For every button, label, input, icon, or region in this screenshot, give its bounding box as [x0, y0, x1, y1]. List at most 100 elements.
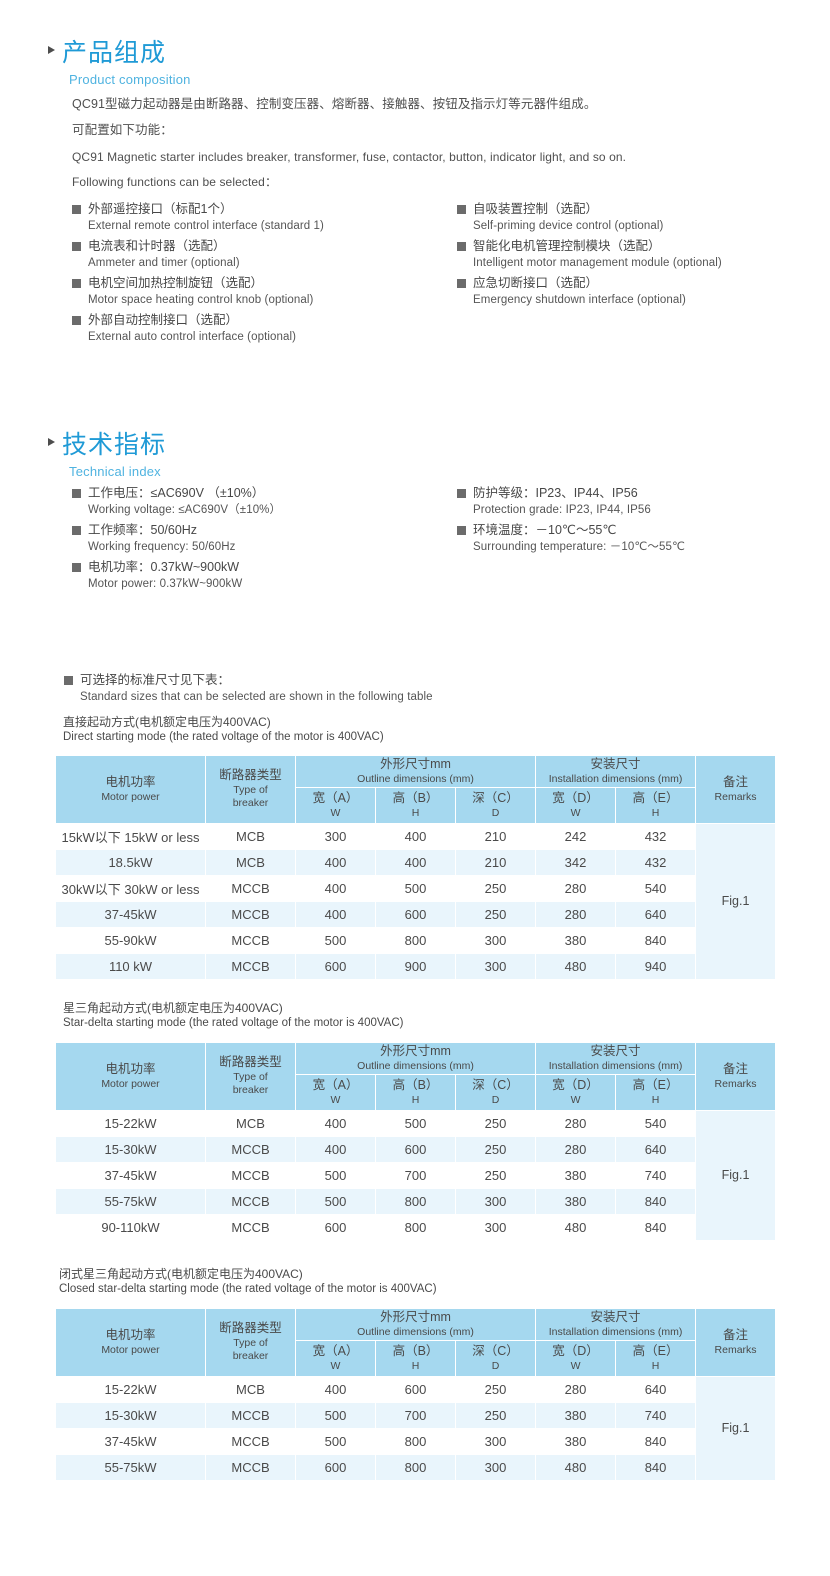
cell-remark: Fig.1: [695, 1109, 777, 1241]
table-intro-cn: 可选择的标准尺寸见下表：: [80, 673, 231, 687]
table-star-delta-starting-mode: 电机功率 Motor power 断路器类型 Type of breaker 外…: [55, 1042, 777, 1241]
feature-label-cn: 应急切断接口（选配）: [473, 276, 599, 291]
cell-b: 800: [375, 1187, 456, 1215]
cell-a: 400: [295, 900, 376, 928]
cell-breaker: MCCB: [205, 1401, 296, 1429]
cell-d: 242: [535, 822, 617, 850]
table-caption-cn: 星三角起动方式(电机额定电压为400VAC): [63, 1001, 283, 1015]
cell-b: 800: [375, 1213, 456, 1241]
cell-d: 280: [535, 1109, 617, 1137]
cell-b: 900: [375, 952, 456, 980]
feature-label-cn: 外部遥控接口（标配1个）: [88, 202, 233, 216]
square-bullet-icon: [457, 205, 466, 214]
th-depth-c: 深（C） D: [454, 786, 537, 824]
list-item: 智能化电机管理控制模块（选配） Intelligent motor manage…: [457, 238, 830, 272]
table-row: 15-30kW MCCB 400 600 250 280 640: [55, 1135, 776, 1163]
feature-column-right: 自吸装置控制（选配） Self-priming device control (…: [457, 201, 830, 350]
square-bullet-icon: [64, 676, 73, 685]
tech-label-en: Protection grade: IP23, IP44, IP56: [473, 503, 651, 516]
th-height-e: 高（E） H: [615, 786, 697, 824]
list-item: 外部遥控接口（标配1个） External remote control int…: [72, 201, 457, 235]
square-bullet-icon: [72, 316, 81, 326]
cell-d: 380: [535, 926, 617, 954]
cell-a: 400: [295, 874, 376, 902]
th-outline-dimensions: 外形尺寸mm Outline dimensions (mm): [294, 1042, 537, 1075]
cell-b: 500: [375, 1109, 456, 1137]
cell-d: 280: [535, 874, 617, 902]
product-feature-list: 外部遥控接口（标配1个） External remote control int…: [72, 201, 830, 350]
cell-a: 500: [295, 1187, 376, 1215]
tech-label-cn: 防护等级：IP23、IP44、IP56: [473, 486, 638, 500]
cell-e: 840: [615, 1427, 697, 1455]
section-product-composition-heading: 产品组成 Product composition: [48, 39, 191, 87]
square-bullet-icon: [72, 489, 81, 498]
square-bullet-icon: [72, 205, 81, 214]
th-remarks: 备注 Remarks: [695, 1042, 777, 1111]
cell-d: 380: [535, 1187, 617, 1215]
cell-e: 640: [615, 900, 697, 928]
cell-d: 380: [535, 1427, 617, 1455]
list-item: 自吸装置控制（选配） Self-priming device control (…: [457, 201, 830, 235]
table-caption-en: Closed star-delta starting mode (the rat…: [59, 1283, 437, 1296]
feature-label-cn: 智能化电机管理控制模块（选配）: [473, 239, 661, 254]
cell-breaker: MCCB: [205, 1161, 296, 1189]
cell-b: 800: [375, 926, 456, 954]
cell-a: 500: [295, 1427, 376, 1455]
cell-e: 432: [615, 822, 697, 850]
th-height-b: 高（B） H: [375, 1339, 456, 1377]
cell-breaker: MCCB: [205, 926, 296, 954]
cell-power: 30kW以下 30kW or less: [55, 874, 206, 902]
triangle-bullet-icon: [48, 46, 55, 54]
th-breaker-type: 断路器类型 Type of breaker: [205, 755, 296, 824]
cell-breaker: MCCB: [205, 1135, 296, 1163]
tech-label-cn: 环境温度：－10℃～55℃: [473, 523, 617, 538]
cell-power: 15-30kW: [55, 1401, 206, 1429]
square-bullet-icon: [457, 526, 466, 536]
cell-breaker: MCCB: [205, 874, 296, 902]
square-bullet-icon: [457, 489, 466, 498]
cell-d: 380: [535, 1161, 617, 1189]
cell-c: 300: [454, 926, 537, 954]
paragraph-cn-1: QC91型磁力起动器是由断路器、控制变压器、熔断器、接触器、按钮及指示灯等元器件…: [72, 97, 597, 111]
th-depth-c: 深（C） D: [454, 1339, 537, 1377]
tech-column-right: 防护等级：IP23、IP44、IP56 Protection grade: IP…: [457, 485, 830, 596]
section-title-en: Technical index: [69, 463, 161, 479]
th-depth-c: 深（C） D: [454, 1073, 537, 1111]
square-bullet-icon: [72, 279, 81, 289]
cell-power: 55-90kW: [55, 926, 206, 954]
th-height-e: 高（E） H: [615, 1339, 697, 1377]
cell-d: 342: [535, 848, 617, 876]
cell-b: 600: [375, 900, 456, 928]
section-technical-index-heading: 技术指标 Technical index: [48, 431, 166, 479]
cell-breaker: MCCB: [205, 1187, 296, 1215]
th-width-a: 宽（A） W: [295, 1339, 376, 1377]
list-item: 电机空间加热控制旋钮（选配） Motor space heating contr…: [72, 275, 457, 309]
tech-label-cn: 工作频率：50/60Hz: [88, 523, 198, 538]
feature-label-cn: 外部自动控制接口（选配）: [88, 313, 239, 328]
cell-power: 110 kW: [55, 952, 206, 980]
table-row: 15kW以下 15kW or less MCB 300 400 210 242 432 Fig…: [55, 822, 777, 980]
table-row: 37-45kW MCCB 500 700 250 380 740: [55, 1161, 776, 1189]
list-item: 外部自动控制接口（选配） External auto control inter…: [72, 312, 457, 346]
cell-a: 400: [295, 848, 376, 876]
cell-power: 37-45kW: [55, 1161, 206, 1189]
cell-power: 55-75kW: [55, 1453, 206, 1481]
table-body: 15-22kW MCB 400 600 250 280 640 Fig.1 15-30kW MCC…: [55, 1375, 777, 1481]
cell-power: 90-110kW: [55, 1213, 206, 1241]
cell-a: 500: [295, 926, 376, 954]
th-width-d: 宽（D） W: [535, 1339, 617, 1377]
cell-c: 300: [454, 1427, 537, 1455]
cell-breaker: MCCB: [205, 1427, 296, 1455]
table-intro-en: Standard sizes that can be selected are …: [80, 690, 433, 703]
feature-label-en: Motor space heating control knob (option…: [88, 294, 314, 307]
paragraph-cn-2: 可配置如下功能：: [72, 123, 173, 138]
cell-power: 15-22kW: [55, 1109, 206, 1137]
cell-e: 840: [615, 1453, 697, 1481]
cell-power: 15kW以下 15kW or less: [55, 822, 206, 850]
paragraph-en-1: QC91 Magnetic starter includes breaker, …: [72, 149, 627, 164]
cell-b: 600: [375, 1375, 456, 1403]
th-width-a: 宽（A） W: [295, 786, 376, 824]
intro-paragraphs: QC91型磁力起动器是由断路器、控制变压器、熔断器、接触器、按钮及指示灯等元器件…: [48, 97, 626, 189]
cell-d: 280: [535, 900, 617, 928]
table-row: 18.5kW MCB 400 400 210 342 432: [55, 848, 776, 876]
